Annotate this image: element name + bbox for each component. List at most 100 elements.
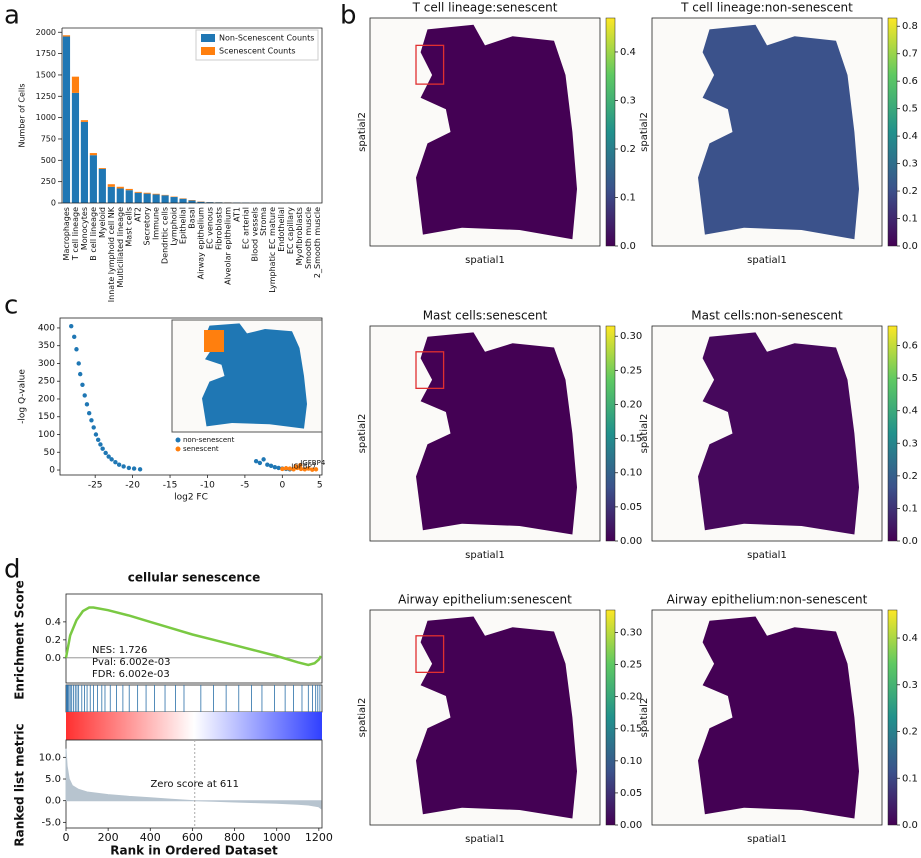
bar xyxy=(144,193,151,194)
y-tick-label: 0 xyxy=(49,466,55,476)
panel-label: a xyxy=(4,1,20,31)
colorbar-tick-label: 0.2 xyxy=(902,471,918,482)
y-tick-label: 200 xyxy=(38,394,55,404)
y-tick-label: 0.0 xyxy=(45,653,61,664)
bar xyxy=(90,155,97,203)
legend-swatch xyxy=(201,34,215,42)
x-axis-label: log2 FC xyxy=(174,493,208,503)
x-tick-label: 0 xyxy=(63,831,70,844)
point xyxy=(113,460,117,464)
colorbar-tick-label: 0.4 xyxy=(902,633,918,644)
y-tick-label: 250 xyxy=(38,377,55,387)
y-axis-label: spatial2 xyxy=(639,698,650,738)
colorbar-tick-label: 0.1 xyxy=(902,773,918,784)
colorbar-tick-label: 0.6 xyxy=(902,76,918,87)
colorbar-tick-label: 0.4 xyxy=(902,131,918,142)
y2-tick-label: -5.0 xyxy=(41,817,61,828)
map-title: Airway epithelium:senescent xyxy=(398,593,572,607)
y2-axis-label: Ranked list metric xyxy=(13,723,27,846)
x-tick-label: Secretory xyxy=(143,207,152,246)
x-tick-label: AT1 xyxy=(232,207,241,222)
x-axis-label: spatial1 xyxy=(747,255,787,266)
x-tick-label: Macrophages xyxy=(62,207,71,260)
colorbar xyxy=(606,610,615,825)
hits-frame xyxy=(66,685,322,712)
bar xyxy=(153,194,160,195)
point xyxy=(98,442,102,446)
map-title: Airway epithelium:non-senescent xyxy=(667,593,868,607)
point xyxy=(91,425,95,429)
point xyxy=(109,457,113,461)
y-tick-label: 500 xyxy=(41,156,56,165)
y-tick-label: 50 xyxy=(44,448,56,458)
colorbar-tick-label: 0.0 xyxy=(620,241,636,252)
colorbar-tick-label: 0.5 xyxy=(902,373,918,384)
x-tick-label: Mast cells xyxy=(125,207,134,247)
y-axis-label: Number of Cells xyxy=(18,83,27,147)
x-axis-label: spatial1 xyxy=(465,255,505,266)
x-tick-label: 0 xyxy=(279,481,285,491)
y-tick-label: 1000 xyxy=(36,113,56,122)
x-tick-label: EC venous xyxy=(205,207,214,249)
point xyxy=(258,461,262,465)
x-tick-label: 800 xyxy=(224,831,245,844)
bar xyxy=(99,168,106,169)
y-axis-label: spatial2 xyxy=(357,112,368,152)
bar xyxy=(153,194,160,203)
legend-label: non-senescent xyxy=(183,436,235,444)
bar xyxy=(108,187,115,203)
point xyxy=(80,383,84,387)
y-tick-label: 1750 xyxy=(36,49,56,58)
x-tick-label: Myeloid xyxy=(98,207,107,238)
panel-label: c xyxy=(4,291,18,321)
bar xyxy=(81,122,88,203)
y-tick-label: 400 xyxy=(38,323,55,333)
x-tick-label: Lymphoid xyxy=(170,207,179,246)
point xyxy=(117,462,121,466)
x-tick-label: 5 xyxy=(317,481,323,491)
x-axis-label: spatial1 xyxy=(465,834,505,845)
stat-text: Pval: 6.002e-03 xyxy=(92,657,171,668)
legend-label: Scenescent Counts xyxy=(219,47,296,56)
x-tick-label: 600 xyxy=(182,831,203,844)
x-tick-label: EC capillary xyxy=(286,207,295,254)
colorbar-tick-label: 0.0 xyxy=(902,820,918,831)
x-tick-label: Innate lymphoid cell NK xyxy=(107,206,116,302)
y-tick-label: 750 xyxy=(41,134,56,143)
legend-label: Non-Scenescent Counts xyxy=(219,34,314,43)
point xyxy=(103,451,107,455)
y-tick-label: 300 xyxy=(38,359,55,369)
y-tick-label: 250 xyxy=(41,177,56,186)
x-tick-label: Smooth muscle xyxy=(304,207,313,269)
bar xyxy=(135,193,142,203)
x-tick-label: -5 xyxy=(240,481,249,491)
x-tick-label: B cell lineage xyxy=(89,207,98,261)
y-tick-label: 100 xyxy=(38,430,55,440)
colorbar-tick-label: 0.20 xyxy=(620,399,642,410)
colorbar-tick-label: 0.0 xyxy=(902,241,918,252)
x-tick-label: 1200 xyxy=(305,831,333,844)
point xyxy=(276,466,280,470)
bar xyxy=(170,197,177,203)
x-tick-label: 1000 xyxy=(263,831,291,844)
colorbar-tick-label: 0.0 xyxy=(902,536,918,547)
bar xyxy=(63,37,70,203)
colorbar xyxy=(888,326,897,541)
y2-tick-label: 0.0 xyxy=(45,796,61,807)
colorbar-tick-label: 0.3 xyxy=(902,680,918,691)
point xyxy=(77,361,81,365)
x-tick-label: Endothelial xyxy=(277,207,286,252)
x-tick-label: -10 xyxy=(200,481,215,491)
colorbar xyxy=(606,18,615,246)
colorbar-tick-label: 0.10 xyxy=(620,468,642,479)
x-tick-label: Lymphatic EC mature xyxy=(268,207,277,293)
annotation: Zero score at 611 xyxy=(150,779,239,790)
x-tick-label: 2_Smooth muscle xyxy=(313,207,322,278)
bar xyxy=(108,184,115,187)
point xyxy=(265,462,269,466)
point xyxy=(94,432,98,436)
bar xyxy=(135,192,142,193)
point xyxy=(78,372,82,376)
y-tick-label: 0 xyxy=(51,199,56,208)
x-tick-label: T cell lineage xyxy=(71,207,80,261)
